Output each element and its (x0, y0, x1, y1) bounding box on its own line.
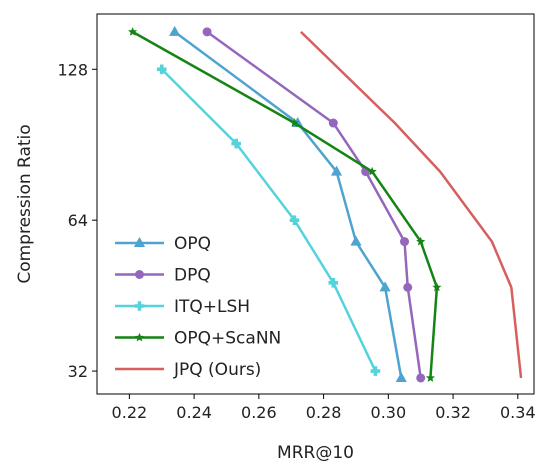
legend-marker (134, 301, 145, 311)
legend-marker (135, 270, 144, 279)
series-line (160, 68, 377, 372)
legend-item: OPQ (115, 234, 211, 254)
data-point (202, 27, 212, 37)
data-point (350, 235, 362, 246)
data-point (156, 64, 167, 75)
axes: 0.22 0.24 0.26 0.28 0.30 0.32 0.34 32 64 128 MRR@1… (15, 13, 536, 463)
plot-area (128, 25, 523, 383)
x-tick-label: 0.28 (306, 403, 342, 422)
legend-marker (134, 332, 145, 342)
series-line (131, 30, 439, 379)
data-point (128, 27, 138, 36)
series-line (173, 30, 403, 379)
data-point (367, 166, 377, 176)
series-opq-scann (128, 27, 442, 382)
series-dpq (202, 27, 426, 383)
legend-marker (133, 237, 146, 247)
y-tick-label: 32 (68, 362, 88, 381)
series-line (300, 30, 523, 379)
data-point (169, 25, 181, 36)
data-point (395, 371, 407, 382)
data-point (416, 236, 426, 246)
data-point (328, 277, 339, 288)
data-point (432, 282, 442, 292)
y-axis-label: Compression Ratio (15, 124, 35, 283)
data-point (425, 373, 435, 382)
data-point (289, 215, 300, 225)
legend-item: ITQ+LSH (115, 297, 250, 317)
plot-frame (96, 13, 535, 395)
data-point (328, 118, 338, 128)
legend-label: OPQ+ScaNN (174, 329, 281, 349)
series-line (206, 30, 422, 379)
y-tick-label: 64 (68, 211, 88, 230)
legend-label: ITQ+LSH (174, 297, 250, 317)
x-tick-label: 0.30 (371, 403, 407, 422)
data-point (330, 165, 343, 176)
legend-label: DPQ (174, 266, 211, 286)
data-point (231, 138, 241, 149)
x-tick-label: 0.26 (241, 403, 277, 422)
x-tick-label: 0.34 (500, 403, 536, 422)
legend-item: OPQ+ScaNN (115, 329, 281, 349)
legend-label: OPQ (174, 234, 211, 254)
legend-label: JPQ (Ours) (173, 360, 261, 380)
legend-item: JPQ (Ours) (115, 360, 261, 380)
data-point (403, 282, 413, 292)
legend-item: DPQ (115, 266, 211, 286)
data-point (416, 373, 426, 383)
y-tick-label: 128 (57, 60, 88, 79)
series-jpq-ours- (300, 30, 523, 379)
legend: OPQ DPQ ITQ+LSH OPQ+ScaNN JPQ (Ours) (115, 234, 281, 380)
series-itq-lsh (156, 64, 381, 376)
data-point (379, 281, 391, 292)
x-tick-label: 0.32 (435, 403, 471, 422)
x-axis-label: MRR@10 (277, 443, 354, 463)
x-tick-label: 0.24 (176, 403, 212, 422)
data-point (400, 237, 410, 247)
x-tick-label: 0.22 (112, 403, 148, 422)
data-point (370, 366, 381, 376)
data-point (289, 118, 300, 127)
